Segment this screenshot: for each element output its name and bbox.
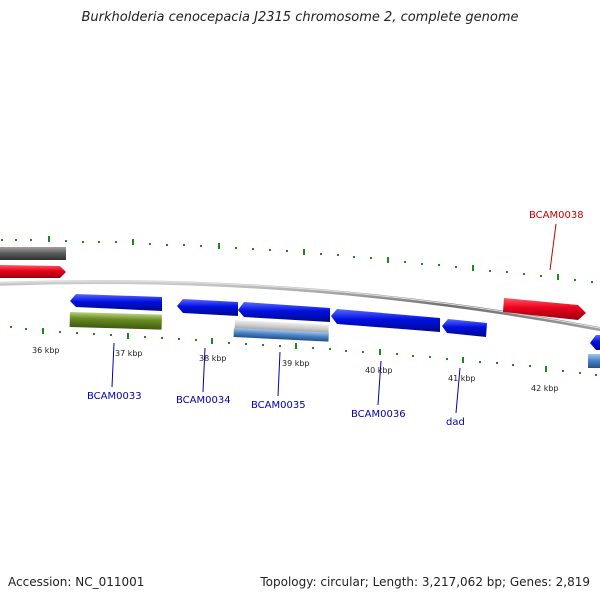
- genome-backbone: [0, 279, 600, 332]
- accession-text: Accession: NC_011001: [8, 575, 145, 589]
- gene-label-bcam0035[interactable]: BCAM0035: [251, 400, 306, 411]
- gene-label-bcam0033[interactable]: BCAM0033: [87, 391, 142, 402]
- reverse-gene-bcam0034: [177, 299, 238, 316]
- tick-label-42: 42 kbp: [531, 384, 559, 393]
- reverse-gene-edge: [590, 335, 600, 350]
- leader-bcam0033: [111, 342, 115, 388]
- steel-feature-edge: [588, 354, 600, 368]
- gene-label-bcam0036[interactable]: BCAM0036: [351, 409, 406, 420]
- steel-feature-bar: [233, 328, 329, 342]
- gene-label-bcam0034[interactable]: BCAM0034: [176, 395, 231, 406]
- gene-label-dad[interactable]: dad: [446, 417, 465, 428]
- forward-gene-bcam0038: [503, 298, 586, 320]
- leader-bcam0034: [202, 347, 206, 393]
- leader-dad: [455, 367, 461, 414]
- tick-label-36: 36 kbp: [32, 346, 60, 355]
- tick-label-40: 40 kbp: [365, 366, 393, 375]
- tick-label-38: 38 kbp: [199, 354, 227, 363]
- leader-bcam0038: [549, 223, 557, 271]
- leader-bcam0036: [377, 360, 382, 406]
- green-feature-bar: [69, 311, 162, 330]
- tick-label-37: 37 kbp: [115, 349, 143, 358]
- gene-label-bcam0038[interactable]: BCAM0038: [529, 210, 584, 221]
- reverse-gene-bcam0036: [331, 309, 440, 332]
- genome-summary-text: Topology: circular; Length: 3,217,062 bp…: [260, 575, 590, 589]
- tick-label-41: 41 kbp: [448, 374, 476, 383]
- genome-backbone-highlight: [0, 280, 600, 329]
- label-leaders: [111, 223, 557, 414]
- lower-tick-ring: [10, 326, 597, 376]
- reverse-gene-bcam0035: [238, 302, 330, 322]
- map-title: Burkholderia cenocepacia J2315 chromosom…: [81, 10, 519, 25]
- upper-tick-ring: [1, 236, 593, 283]
- reverse-gene-bcam0033: [70, 294, 162, 311]
- leader-bcam0035: [277, 351, 281, 397]
- reverse-gene-dad: [442, 319, 487, 337]
- tick-label-39: 39 kbp: [282, 359, 310, 368]
- forward-gene-left: [0, 265, 66, 278]
- dark-feature-bar: [0, 247, 66, 260]
